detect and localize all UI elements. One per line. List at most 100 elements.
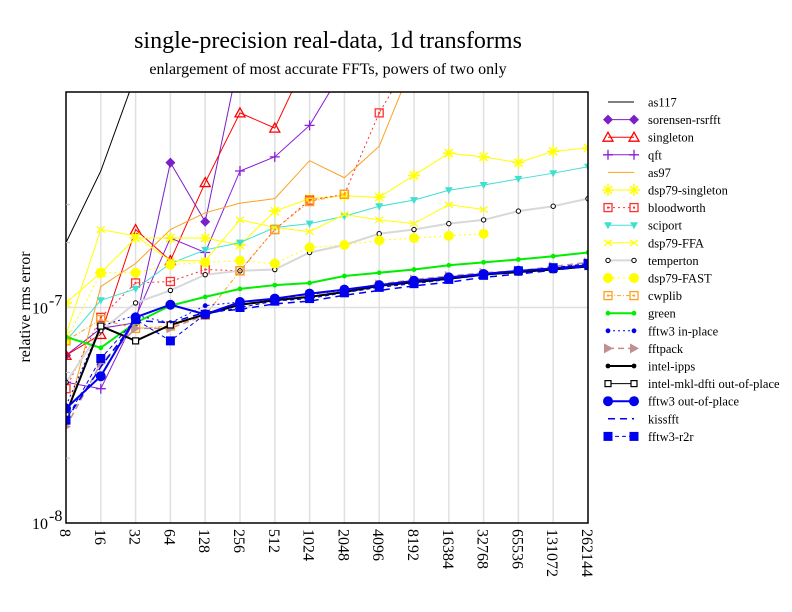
legend: as117 sorensen-rsrfft singleton qft as97 dsp7…	[601, 96, 780, 444]
y-tick-label: 10	[32, 301, 48, 318]
data-point	[66, 336, 71, 346]
data-point	[442, 147, 455, 160]
data-point	[478, 228, 489, 239]
series-fftpack	[66, 257, 588, 430]
series-line	[66, 166, 588, 342]
data-point	[201, 246, 210, 254]
data-point	[339, 62, 349, 72]
x-tick-label: 2048	[334, 529, 351, 561]
data-point	[583, 259, 588, 269]
data-point	[547, 145, 560, 158]
legend-item: bloodworth	[603, 201, 706, 215]
series-line	[66, 264, 588, 410]
chart-subtitle: enlargement of most accurate FFTs, power…	[149, 61, 507, 78]
data-point	[202, 271, 208, 278]
x-tick-label: 16384	[439, 529, 456, 569]
chart-title: single-precision real-data, 1d transform…	[134, 28, 522, 54]
data-point	[235, 303, 245, 312]
data-point	[66, 423, 71, 430]
legend-label: as97	[648, 166, 671, 180]
data-point	[373, 191, 386, 204]
legend-label: fftw3 in-place	[648, 324, 719, 338]
legend-item: sorensen-rsrfft	[603, 113, 721, 127]
data-point	[237, 286, 243, 292]
legend-marker	[604, 222, 612, 230]
series-line	[66, 197, 588, 383]
legend-marker	[603, 149, 613, 160]
data-point	[165, 157, 176, 168]
series-dsp79-fast	[66, 228, 489, 346]
data-point-center	[413, 53, 415, 55]
legend-label: fftw3 out-of-place	[648, 395, 740, 409]
data-point-center	[204, 268, 207, 271]
data-point	[584, 163, 588, 171]
data-point	[200, 309, 210, 319]
data-point	[446, 262, 452, 268]
legend-marker	[603, 431, 613, 441]
data-point	[479, 205, 488, 214]
data-point	[200, 257, 211, 268]
data-point	[200, 216, 211, 227]
series-kissfft	[66, 265, 588, 421]
series-intel-mkl-dfti-out-of-place	[66, 262, 588, 418]
data-point-center	[378, 111, 381, 114]
legend-marker	[629, 396, 639, 407]
legend-marker	[605, 328, 611, 334]
data-point	[409, 279, 419, 289]
data-point	[236, 239, 244, 247]
legend-marker	[629, 114, 639, 125]
series-line	[66, 92, 233, 356]
legend-marker-center	[633, 206, 635, 209]
series-line	[66, 265, 588, 421]
x-tick-label: 131072	[543, 529, 560, 577]
legend-marker	[631, 328, 637, 334]
data-point	[303, 192, 316, 205]
data-point	[66, 348, 73, 360]
y-axis-label: relative rms error	[17, 251, 34, 363]
series-line	[66, 265, 588, 415]
series-fftw3-in-place	[66, 264, 588, 409]
data-point	[66, 410, 70, 418]
legend-label: green	[648, 307, 677, 321]
legend-marker	[629, 202, 639, 213]
x-tick-label: 65536	[508, 529, 525, 569]
series-line	[66, 251, 588, 349]
data-point	[409, 220, 419, 228]
legend-marker	[605, 257, 611, 264]
legend-marker	[604, 380, 612, 388]
data-point	[202, 303, 208, 309]
legend-item: temperton	[605, 254, 699, 268]
legend-marker	[601, 130, 615, 142]
legend-marker	[629, 239, 639, 247]
x-tick-label: 1024	[300, 529, 317, 561]
x-tick-label: 64	[160, 529, 177, 545]
data-point-center	[99, 316, 102, 319]
legend-marker	[604, 343, 613, 354]
plot-frame	[65, 91, 589, 524]
legend-label: singleton	[648, 131, 695, 145]
series-intel-ipps	[66, 264, 588, 417]
data-point	[307, 280, 312, 286]
legend-item: dsp79-FAST	[603, 272, 712, 286]
data-point	[235, 216, 245, 224]
data-point	[235, 266, 245, 276]
legend-label: fftw3-r2r	[648, 430, 694, 444]
data-point-center	[239, 269, 241, 272]
data-point	[550, 203, 556, 209]
data-point-center	[169, 280, 172, 283]
legend-label: cwplib	[648, 289, 682, 303]
data-point	[235, 49, 245, 59]
data-point	[410, 50, 418, 58]
legend-label: fftpack	[648, 342, 684, 356]
data-point	[374, 235, 385, 246]
data-point-center	[308, 200, 311, 203]
data-point	[374, 216, 384, 224]
data-point	[515, 208, 522, 214]
data-point	[164, 232, 177, 245]
x-tick-label: 4096	[369, 529, 386, 561]
data-point	[131, 323, 141, 334]
data-point-center	[308, 199, 311, 202]
grid	[66, 92, 588, 523]
x-tick-label: 262144	[578, 529, 595, 577]
